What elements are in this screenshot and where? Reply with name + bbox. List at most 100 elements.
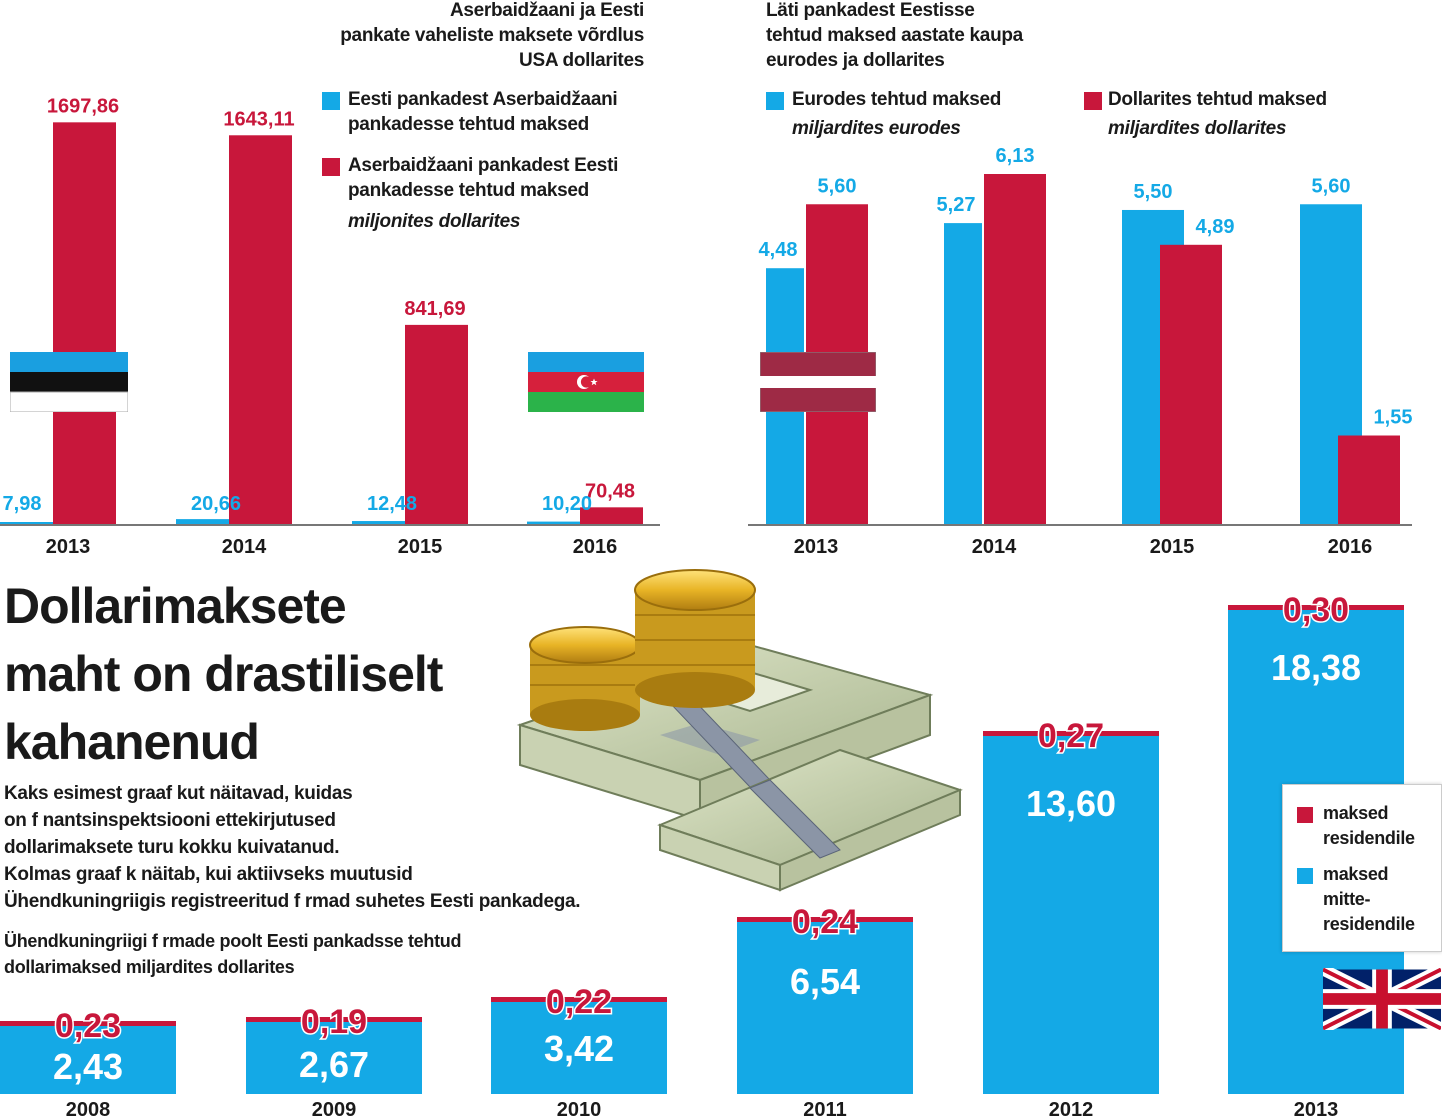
bar-blue xyxy=(352,521,413,524)
chart1-title-line: USA dollarites xyxy=(519,50,644,71)
data-label-blue: 2,43 xyxy=(53,1046,123,1087)
legend-swatch-red xyxy=(1084,92,1102,110)
data-label-red: 0,24 xyxy=(792,903,858,941)
bar-blue xyxy=(527,521,588,524)
body-line: Kolmas graaf k näitab, kui aktiivseks mu… xyxy=(4,864,413,885)
data-label-red: 4,89 xyxy=(1196,216,1235,238)
legend-label: Eurodes tehtud maksed miljardites eurode… xyxy=(792,87,1001,141)
headline: Dollarimaksete maht on drastiliselt kaha… xyxy=(4,572,564,776)
chart3-svg: 0,232,43 2008 0,192,67 2009 0,22 3,42 2010 0,24… xyxy=(0,590,1404,1118)
data-label-red: 1643,11 xyxy=(223,108,294,130)
legend-label: Eesti pankadest Aserbaidžaani pankadesse… xyxy=(348,87,618,137)
bar-red xyxy=(1228,605,1404,610)
data-label-red: 5,60 xyxy=(818,175,857,197)
estonia-flag-icon xyxy=(10,352,128,412)
legend-line: Eurodes tehtud maksed xyxy=(792,89,1002,110)
legend-swatch-red xyxy=(1297,807,1313,823)
chart3-caption: Ühendkuningriigi f rmade poolt Eesti pan… xyxy=(4,928,604,980)
data-label-red: 0,30 xyxy=(1283,591,1349,629)
latvia-flag-icon xyxy=(760,352,876,412)
body-line: Kaks esimest graaf kut näitavad, kuidas xyxy=(4,783,353,804)
headline-line: Dollarimaksete xyxy=(4,578,347,634)
x-tick-label: 2014 xyxy=(972,536,1017,558)
legend-label: maksed mitte- residendile xyxy=(1323,862,1415,937)
legend-label: Aserbaidžaani pankadest Eesti pankadesse… xyxy=(348,153,618,234)
legend-swatch-blue xyxy=(322,92,340,110)
bar-red xyxy=(580,507,643,524)
chart3-legend: maksed residendile maksed mitte- residen… xyxy=(1282,784,1442,952)
data-label-blue: 5,27 xyxy=(937,194,976,216)
data-label-blue: 7,98 xyxy=(3,493,42,515)
x-tick-label: 2010 xyxy=(557,1099,602,1118)
bar-red xyxy=(1338,435,1400,524)
data-label-blue: 2,67 xyxy=(299,1044,369,1085)
headline-line: maht on drastiliselt xyxy=(4,646,443,702)
legend-line: maksed xyxy=(1323,864,1389,884)
headline-line: kahanenud xyxy=(4,714,260,770)
chart2-title-line: Läti pankadest Eestisse xyxy=(766,0,975,21)
data-label-red: 0,23 xyxy=(55,1007,121,1045)
x-tick-label: 2013 xyxy=(46,536,91,558)
chart1-title: Aserbaidžaani ja Eesti pankate vaheliste… xyxy=(260,0,644,73)
x-tick-label: 2013 xyxy=(794,536,839,558)
x-tick-label: 2008 xyxy=(66,1099,111,1118)
caption-line: Ühendkuningriigi f rmade poolt Eesti pan… xyxy=(4,931,462,951)
bar-red xyxy=(0,1021,176,1026)
bar-blue xyxy=(944,223,982,524)
data-label-blue: 6,54 xyxy=(790,961,860,1002)
coin-stack-icon xyxy=(529,626,641,731)
bar-blue xyxy=(0,1026,176,1094)
data-label-red: 0,19 xyxy=(301,1003,367,1041)
coin-stack-icon xyxy=(634,569,756,708)
bar-blue xyxy=(0,522,61,524)
x-tick-label: 2011 xyxy=(803,1099,846,1118)
data-label-red: 1697,86 xyxy=(47,95,119,117)
legend-label: maksed residendile xyxy=(1323,801,1415,851)
money-illustration xyxy=(516,569,963,892)
legend-line: Dollarites tehtud maksed xyxy=(1108,89,1327,110)
body-line: on f nantsinspektsiooni ettekirjutused xyxy=(4,810,336,831)
chart1-title-line: Aserbaidžaani ja Eesti xyxy=(449,0,644,21)
legend-swatch-blue xyxy=(766,92,784,110)
bill-stack-icon xyxy=(657,748,963,892)
legend-line: mitte- xyxy=(1323,889,1371,909)
legend-line: maksed xyxy=(1323,803,1389,823)
body-line: Ühendkuningriigis registreeritud f rmad … xyxy=(4,891,581,912)
chart2-title: Läti pankadest Eestisse tehtud maksed aa… xyxy=(766,0,1166,73)
chart2-title-line: tehtud maksed aastate kaupa xyxy=(766,25,1023,46)
bar-red xyxy=(229,135,292,525)
bar-red xyxy=(53,122,116,524)
bar-blue xyxy=(246,1022,422,1094)
data-label-blue: 3,42 xyxy=(544,1028,614,1069)
data-label-red: 0,22 xyxy=(546,983,612,1021)
x-tick-label: 2015 xyxy=(1150,536,1195,558)
x-tick-label: 2014 xyxy=(222,536,267,558)
x-tick-label: 2009 xyxy=(312,1099,357,1118)
legend-label: Dollarites tehtud maksed miljardites dol… xyxy=(1108,87,1327,141)
body-text: Kaks esimest graaf kut näitavad, kuidas … xyxy=(4,780,704,915)
data-label-red: 1,55 xyxy=(1374,407,1413,429)
legend-line: pankadesse tehtud maksed xyxy=(348,114,589,135)
legend-swatch-blue xyxy=(1297,868,1313,884)
bar-red xyxy=(1160,244,1222,524)
bar-red xyxy=(737,917,913,922)
legend-swatch-red xyxy=(322,158,340,176)
data-label-blue: 10,20 xyxy=(542,493,592,515)
body-line: dollarimaksete turu kokku kuivatanud. xyxy=(4,837,340,858)
legend-line: residendile xyxy=(1323,914,1415,934)
data-label-blue: 13,60 xyxy=(1026,783,1116,824)
bar-red xyxy=(491,997,667,1002)
bar-red xyxy=(983,731,1159,736)
legend-unit: miljardites eurodes xyxy=(792,118,961,139)
legend-line: Aserbaidžaani pankadest Eesti xyxy=(348,155,619,176)
data-label-blue: 5,60 xyxy=(1312,175,1351,197)
data-label-blue: 5,50 xyxy=(1134,181,1173,203)
chart2-title-line: eurodes ja dollarites xyxy=(766,50,945,71)
bar-blue xyxy=(176,519,237,524)
data-label-red: 841,69 xyxy=(404,298,465,320)
data-label-red: 6,13 xyxy=(996,145,1035,167)
bar-blue xyxy=(983,736,1159,1094)
bar-blue xyxy=(491,1002,667,1094)
x-tick-label: 2015 xyxy=(398,536,443,558)
